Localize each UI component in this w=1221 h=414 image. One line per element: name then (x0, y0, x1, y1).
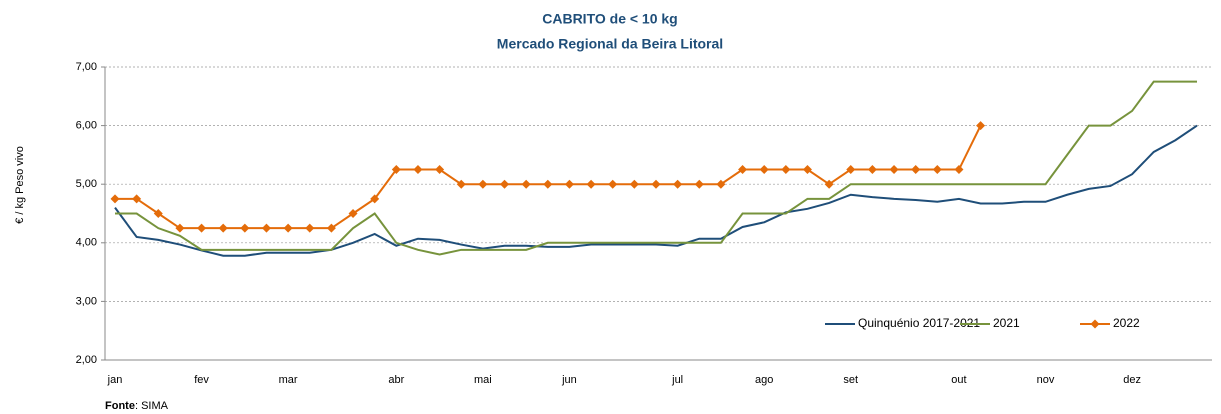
data-point (326, 223, 336, 233)
y-tick-label: 6,00 (76, 120, 97, 132)
series-line (114, 124, 1198, 257)
x-tick-label: mai (474, 374, 492, 386)
data-point (240, 223, 250, 233)
data-point (500, 179, 510, 189)
data-point (305, 223, 315, 233)
data-point (673, 179, 683, 189)
chart-title: CABRITO de < 10 kg (542, 11, 678, 27)
data-point (867, 165, 877, 175)
data-point (954, 165, 964, 175)
data-point (738, 165, 748, 175)
x-tick-label: out (951, 374, 966, 386)
data-point (283, 223, 293, 233)
data-point (521, 179, 531, 189)
data-point (802, 165, 812, 175)
data-point (261, 223, 271, 233)
data-point (435, 165, 445, 175)
x-tick-label: dez (1123, 374, 1141, 386)
y-tick-label: 3,00 (76, 295, 97, 307)
data-point (564, 179, 574, 189)
series-line (115, 125, 982, 230)
y-tick-label: 4,00 (76, 237, 97, 249)
x-tick-label: jun (561, 374, 577, 386)
data-point (651, 179, 661, 189)
data-point (175, 223, 185, 233)
data-point (846, 165, 856, 175)
data-point (391, 165, 401, 175)
data-point (348, 209, 358, 218)
source: Fonte: SIMA (105, 400, 169, 412)
x-tick-label: ago (755, 374, 773, 386)
data-point (586, 179, 596, 189)
legend-item: 2021 (960, 316, 1020, 330)
y-tick-label: 5,00 (76, 178, 97, 190)
x-tick-label: fev (194, 374, 209, 386)
data-point (824, 179, 834, 189)
data-point (976, 121, 986, 131)
data-point (370, 194, 380, 204)
data-point (781, 165, 791, 175)
y-axis-label: € / kg Peso vivo (14, 146, 26, 224)
source-text: : SIMA (135, 400, 169, 412)
data-point (413, 165, 423, 175)
x-tick-label: abr (388, 374, 404, 386)
data-point (478, 179, 488, 189)
data-point (911, 165, 921, 175)
legend-label: 2022 (1113, 316, 1140, 330)
source-label: Fonte (105, 400, 135, 412)
data-point (889, 165, 899, 175)
x-tick-label: nov (1037, 374, 1055, 386)
data-point (110, 194, 120, 204)
data-point (759, 165, 769, 175)
legend-label: 2021 (993, 316, 1020, 330)
data-point (694, 179, 704, 189)
data-point (932, 165, 942, 175)
data-point (197, 223, 207, 233)
legend-item: Quinquénio 2017-2021 (825, 316, 980, 330)
data-point (456, 179, 466, 189)
x-tick-label: set (843, 374, 858, 386)
data-point (608, 179, 618, 189)
legend-marker (1090, 319, 1100, 329)
chart-subtitle: Mercado Regional da Beira Litoral (497, 36, 723, 52)
data-point (629, 179, 639, 189)
x-tick-label: jul (671, 374, 683, 386)
legend-label: Quinquénio 2017-2021 (858, 316, 980, 330)
data-point (218, 223, 228, 233)
x-tick-label: jan (107, 374, 123, 386)
data-point (543, 179, 553, 189)
x-tick-label: mar (279, 374, 298, 386)
legend-item: 2022 (1080, 316, 1140, 330)
data-point (716, 179, 726, 189)
data-point (132, 194, 142, 204)
series-line (115, 80, 1197, 256)
y-tick-label: 7,00 (76, 61, 97, 73)
y-tick-label: 2,00 (76, 354, 97, 366)
data-point (153, 209, 163, 218)
